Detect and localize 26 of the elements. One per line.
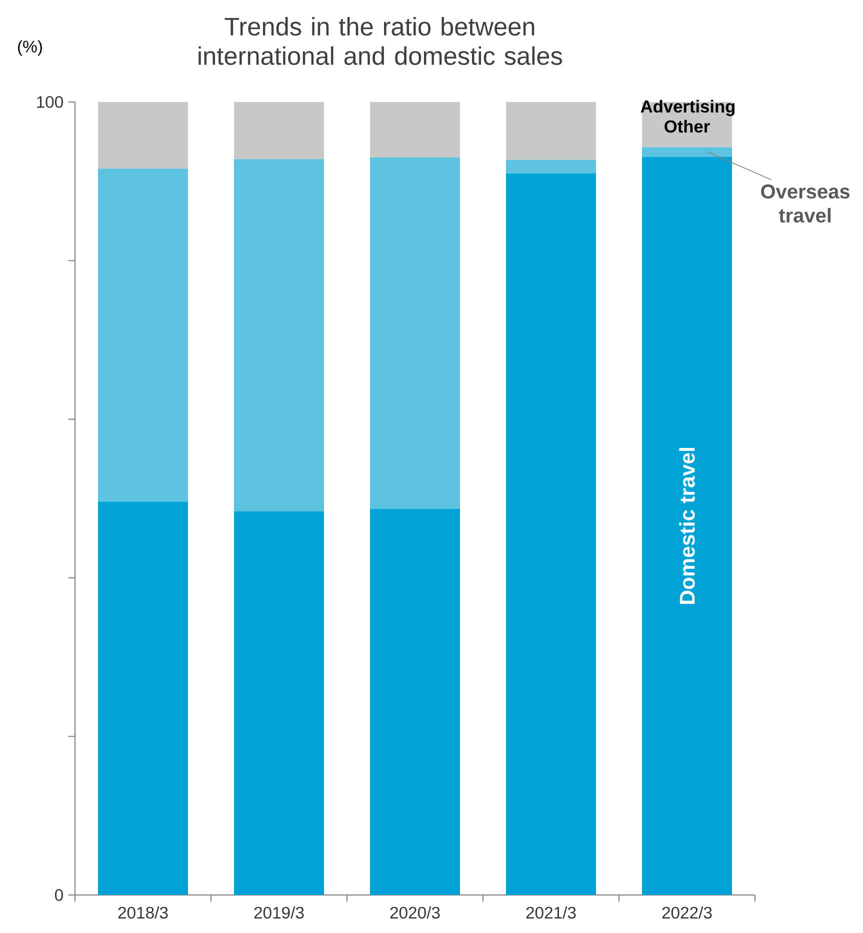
y-tick-label: 0 bbox=[55, 889, 63, 901]
series-label: Domestic travel bbox=[679, 448, 695, 604]
x-tick-label: 2020/3 bbox=[390, 906, 440, 919]
bar bbox=[506, 160, 596, 174]
bar bbox=[506, 102, 596, 160]
bar bbox=[234, 102, 324, 160]
x-tick-label: 2022/3 bbox=[662, 906, 712, 919]
x-tick-label: 2021/3 bbox=[526, 906, 576, 919]
bar bbox=[234, 159, 324, 512]
x-tick-label: 2018/3 bbox=[118, 906, 168, 919]
bar bbox=[642, 147, 732, 157]
series-label: Advertising Other bbox=[640, 100, 735, 133]
bar bbox=[98, 102, 188, 169]
bar bbox=[370, 102, 460, 158]
x-tick-label: 2019/3 bbox=[254, 906, 304, 919]
bar bbox=[642, 156, 732, 895]
bar bbox=[506, 173, 596, 895]
bar bbox=[370, 158, 460, 509]
bar bbox=[370, 508, 460, 895]
chart-title: Trends in the ratio between international and domestic sales bbox=[198, 17, 562, 65]
y-axis-title: (%) bbox=[18, 40, 42, 56]
text: Overseas travel bbox=[761, 184, 850, 223]
bar bbox=[98, 502, 188, 895]
y-tick-label: 100 bbox=[37, 96, 63, 108]
bar bbox=[98, 168, 188, 502]
bar bbox=[234, 511, 324, 895]
